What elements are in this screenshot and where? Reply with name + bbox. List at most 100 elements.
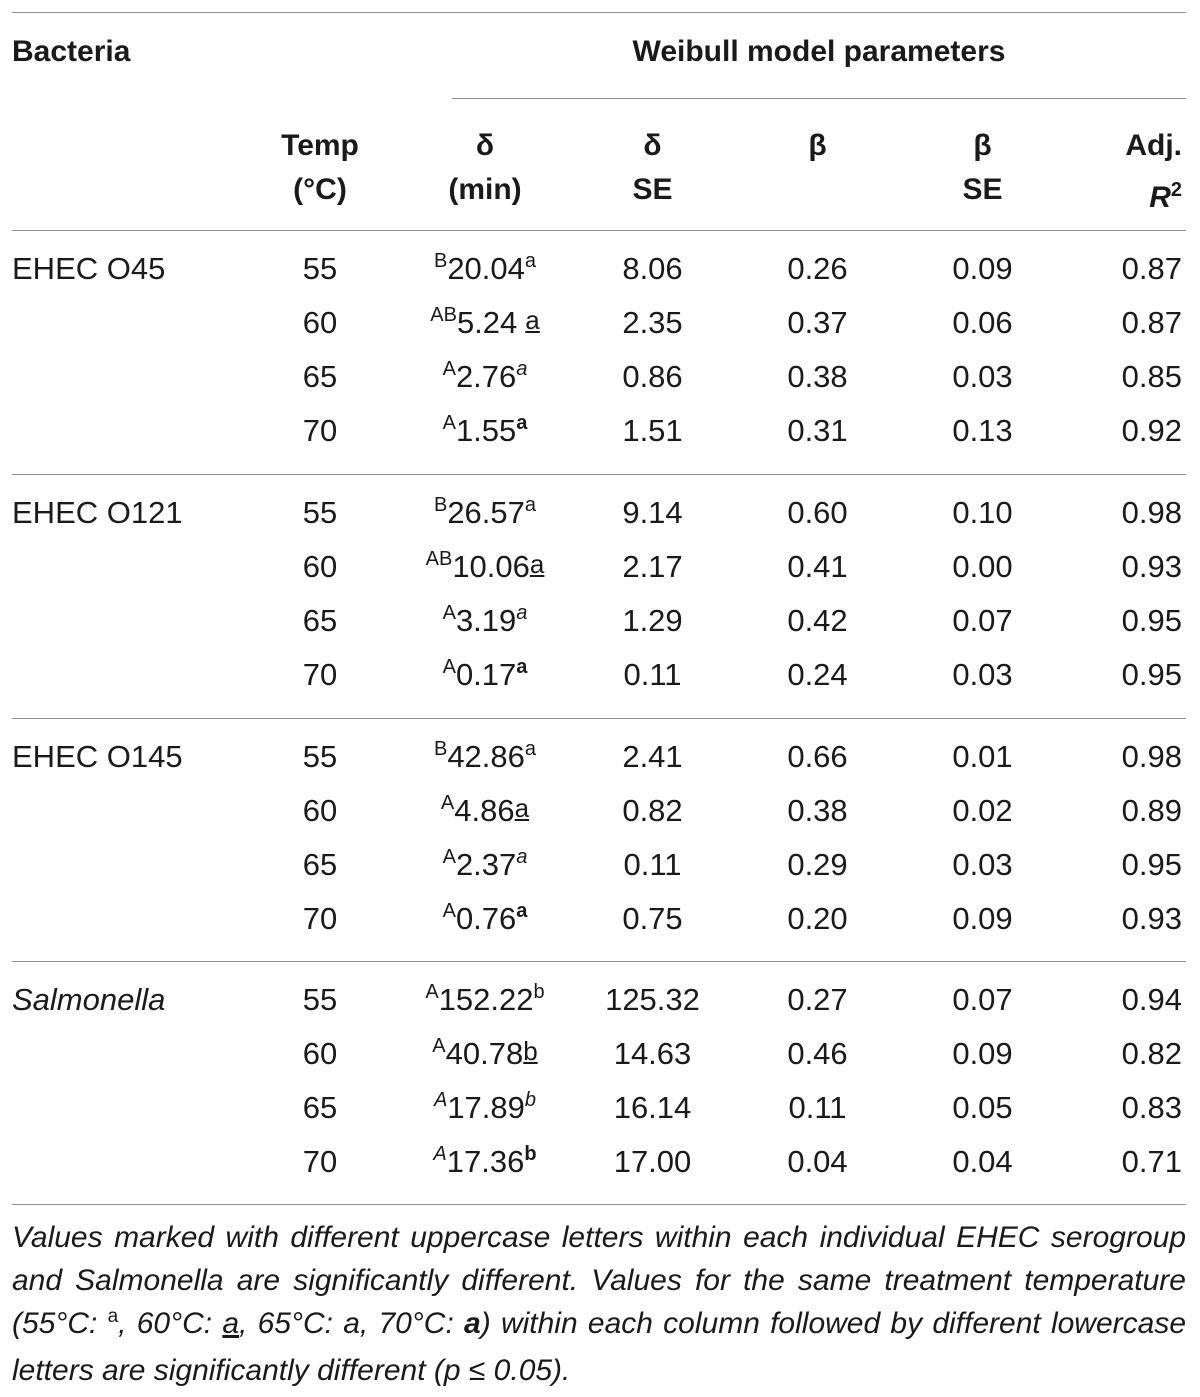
- header-adj-line2: R2: [1030, 168, 1182, 220]
- delta-uppercase-marker: B: [433, 738, 448, 760]
- delta-value: 40.78: [445, 1036, 524, 1071]
- cell-temp: 70: [302, 657, 338, 692]
- header-temp-line1: Temp: [281, 129, 359, 162]
- delta-uppercase-marker: B: [433, 250, 448, 272]
- cell-temp: 55: [302, 982, 338, 1017]
- cell-temp: 65: [302, 359, 338, 394]
- delta-lowercase-marker: a: [516, 412, 528, 434]
- header-bacteria: Bacteria: [12, 35, 131, 68]
- cell-temp: 70: [302, 1144, 338, 1179]
- delta-value: 17.89: [447, 1090, 525, 1125]
- cell-delta-se: 16.14: [613, 1090, 692, 1125]
- delta-lowercase-marker: a: [525, 305, 540, 335]
- cell-adj-r2: 0.89: [1121, 793, 1182, 828]
- cell-beta-se: 0.04: [952, 1144, 1013, 1179]
- header-adj-sup: 2: [1170, 179, 1182, 201]
- delta-uppercase-marker: AB: [430, 304, 457, 326]
- cell-delta: AB5.24 a: [395, 298, 575, 348]
- delta-lowercase-marker: a: [524, 494, 537, 516]
- cell-delta-se: 17.00: [613, 1144, 692, 1179]
- header-delta-se: δ SE: [570, 124, 735, 212]
- cell-delta-se: 0.11: [623, 847, 682, 882]
- header-beta-se: β SE: [900, 124, 1065, 212]
- header-temp: Temp (°C): [250, 124, 390, 212]
- delta-value: 10.06: [452, 549, 530, 584]
- group-separator: [12, 718, 1186, 719]
- cell-beta-se: 0.03: [952, 657, 1013, 692]
- cell-beta-se: 0.05: [952, 1090, 1013, 1125]
- cell-adj-r2: 0.95: [1121, 847, 1182, 882]
- cell-adj-r2: 0.82: [1121, 1036, 1182, 1071]
- cell-temp: 70: [302, 413, 338, 448]
- cell-beta: 0.29: [787, 847, 848, 882]
- delta-value: 2.37: [455, 847, 517, 882]
- cell-temp: 65: [302, 603, 338, 638]
- footnote-text-3: , 65°C: a, 70°C:: [239, 1307, 465, 1340]
- cell-delta: A4.86a: [395, 786, 575, 836]
- cell-beta-se: 0.09: [952, 901, 1013, 936]
- cell-delta-se: 1.29: [622, 603, 683, 638]
- cell-beta: 0.27: [787, 982, 848, 1017]
- delta-value: 5.24: [456, 305, 518, 340]
- cell-adj-r2: 0.98: [1121, 739, 1182, 774]
- delta-value: 1.55: [455, 413, 517, 448]
- cell-beta-se: 0.07: [952, 982, 1013, 1017]
- delta-lowercase-marker: a: [524, 250, 537, 272]
- cell-beta-se: 0.13: [952, 413, 1013, 448]
- group-name: EHEC O145: [12, 739, 183, 774]
- delta-lowercase-marker: a: [516, 358, 528, 380]
- delta-lowercase-marker: a: [516, 656, 528, 678]
- delta-uppercase-marker: A: [432, 1035, 446, 1057]
- cell-beta: 0.41: [787, 549, 848, 584]
- cell-delta: A0.17a: [395, 650, 575, 700]
- delta-lowercase-marker: a: [524, 738, 537, 760]
- delta-lowercase-marker: b: [533, 981, 545, 1003]
- cell-delta: A17.89b: [395, 1083, 575, 1133]
- footnote-marker-70: a: [464, 1307, 481, 1340]
- cell-delta: A40.78b: [395, 1029, 575, 1079]
- header-bottom-rule: [12, 230, 1186, 231]
- cell-delta: B42.86a: [395, 732, 575, 782]
- cell-temp: 60: [302, 1036, 338, 1071]
- cell-temp: 55: [302, 495, 338, 530]
- cell-beta-se: 0.10: [952, 495, 1013, 530]
- cell-delta-se: 0.11: [623, 657, 682, 692]
- cell-delta: A152.22b: [395, 975, 575, 1025]
- cell-adj-r2: 0.95: [1121, 603, 1182, 638]
- delta-uppercase-marker: A: [442, 412, 456, 434]
- cell-adj-r2: 0.85: [1121, 359, 1182, 394]
- cell-beta: 0.38: [787, 359, 848, 394]
- cell-beta: 0.60: [787, 495, 848, 530]
- cell-delta-se: 1.51: [622, 413, 683, 448]
- cell-delta-se: 2.17: [622, 549, 683, 584]
- cell-adj-r2: 0.95: [1121, 657, 1182, 692]
- cell-adj-r2: 0.94: [1121, 982, 1182, 1017]
- cell-adj-r2: 0.87: [1121, 305, 1182, 340]
- cell-beta-se: 0.01: [952, 739, 1013, 774]
- group-name: EHEC O121: [12, 495, 183, 530]
- cell-beta: 0.11: [788, 1090, 847, 1125]
- cell-beta: 0.31: [787, 413, 848, 448]
- cell-adj-r2: 0.93: [1121, 549, 1182, 584]
- header-adj-r2: Adj. R2: [1030, 124, 1182, 220]
- footnote-text-1: Values marked with different uppercase l…: [12, 1221, 1186, 1340]
- cell-beta: 0.42: [787, 603, 848, 638]
- cell-adj-r2: 0.98: [1121, 495, 1182, 530]
- cell-delta: A3.19a: [395, 596, 575, 646]
- cell-beta: 0.20: [787, 901, 848, 936]
- cell-adj-r2: 0.83: [1121, 1090, 1182, 1125]
- cell-temp: 60: [302, 305, 338, 340]
- top-rule: [12, 12, 1186, 13]
- table-footnote: Values marked with different uppercase l…: [12, 1216, 1186, 1392]
- group-name: Salmonella: [12, 982, 166, 1017]
- group-separator: [12, 474, 1186, 475]
- header-adj-r: R: [1149, 181, 1171, 214]
- delta-lowercase-marker: a: [529, 549, 545, 579]
- delta-lowercase-marker: b: [524, 1089, 537, 1111]
- cell-beta: 0.38: [787, 793, 848, 828]
- header-beta-se-line2: SE: [962, 173, 1003, 206]
- footnote-text-4: ) within each column followed by differe…: [12, 1307, 1186, 1387]
- cell-beta-se: 0.07: [952, 603, 1013, 638]
- cell-adj-r2: 0.87: [1121, 251, 1182, 286]
- cell-beta-se: 0.03: [952, 847, 1013, 882]
